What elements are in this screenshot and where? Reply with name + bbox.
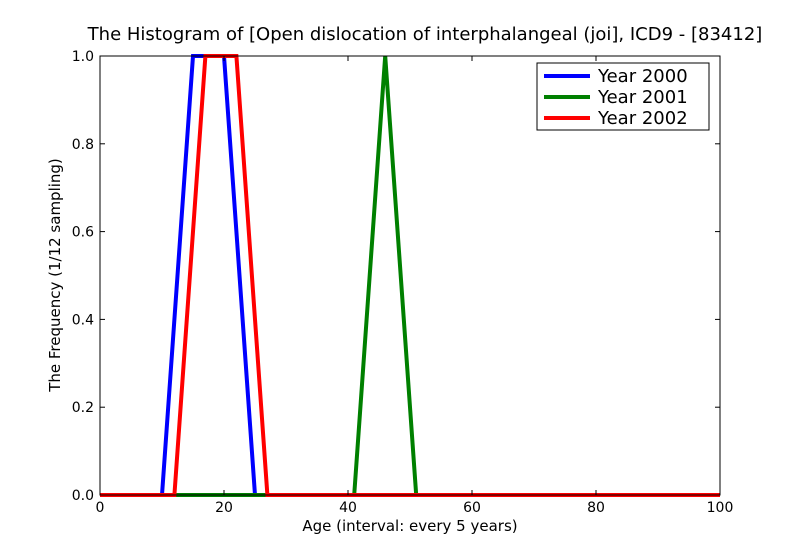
axis-ticks: 0 20 40 60 80 100 0.0 0.2 0.4 0.6 0.8 1.0 <box>72 49 734 516</box>
y-tick-label: 0.6 <box>72 225 94 241</box>
y-tick-label: 0.0 <box>72 488 94 504</box>
y-tick-label: 0.8 <box>72 137 94 153</box>
x-axis-label: Age (interval: every 5 years) <box>302 517 517 535</box>
plot-frame <box>99 55 721 496</box>
y-tick-label: 1.0 <box>72 49 94 65</box>
legend-label-1: Year 2000 <box>597 66 688 87</box>
x-tick-label: 20 <box>215 500 233 516</box>
y-tick-label: 0.2 <box>72 400 94 416</box>
x-tick-label: 80 <box>587 500 605 516</box>
legend-label-3: Year 2002 <box>597 108 688 129</box>
x-tick-label: 100 <box>707 500 734 516</box>
x-tick-label: 0 <box>96 500 105 516</box>
chart-title: The Histogram of [Open dislocation of in… <box>87 24 763 45</box>
x-tick-label: 40 <box>339 500 357 516</box>
y-tick-label: 0.4 <box>72 312 94 328</box>
x-tick-label: 60 <box>463 500 481 516</box>
y-axis-label: The Frequency (1/12 sampling) <box>46 158 64 393</box>
legend-label-2: Year 2001 <box>597 87 688 108</box>
